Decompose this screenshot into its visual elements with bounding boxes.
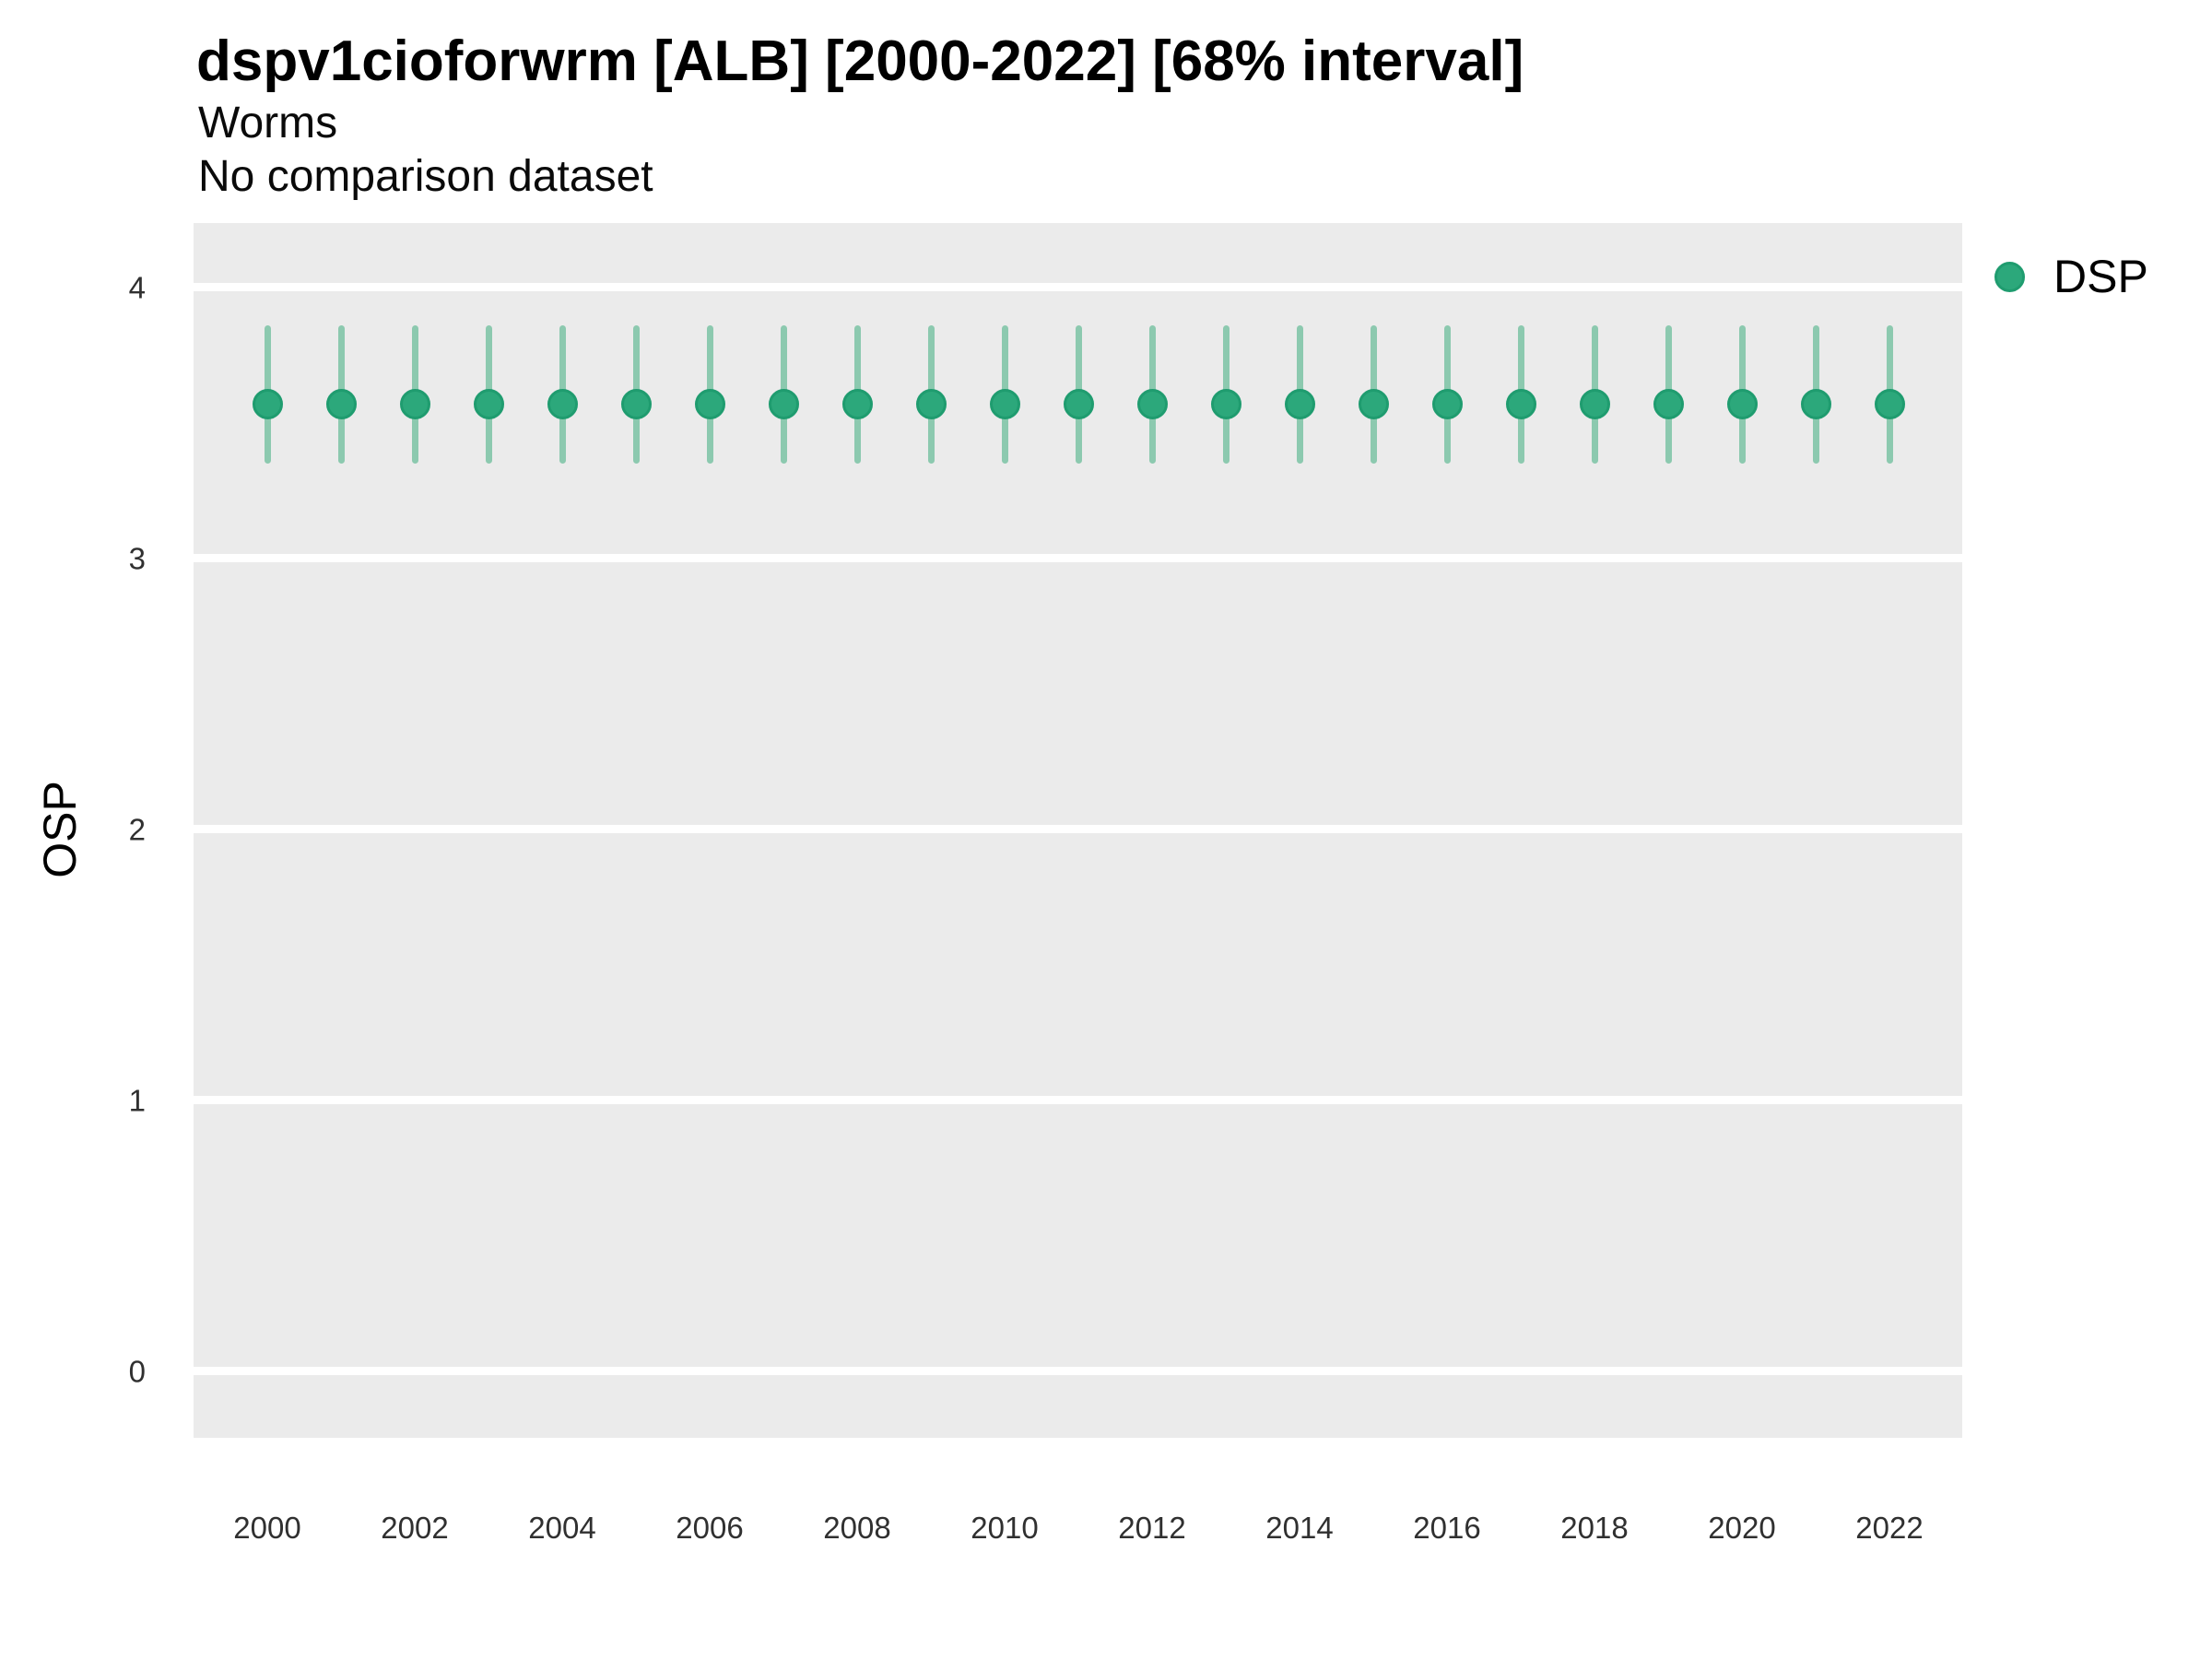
x-tick-label-2008: 2008 — [823, 1511, 891, 1545]
x-tick-label-2020: 2020 — [1708, 1511, 1776, 1545]
data-point-2020 — [1726, 388, 1758, 419]
data-point-2002 — [399, 388, 430, 419]
gridline-y-0 — [194, 1367, 1962, 1376]
x-tick-label-2016: 2016 — [1413, 1511, 1481, 1545]
data-point-2003 — [473, 388, 504, 419]
legend: DSP — [1994, 249, 2206, 304]
data-point-2014 — [1284, 388, 1315, 419]
data-point-2013 — [1210, 388, 1241, 419]
data-point-2015 — [1358, 388, 1389, 419]
x-tick-label-2006: 2006 — [676, 1511, 744, 1545]
legend-label: DSP — [2053, 251, 2148, 302]
chart-subtitle: Worms — [198, 99, 338, 147]
x-tick-label-2012: 2012 — [1118, 1511, 1186, 1545]
data-point-2005 — [620, 388, 652, 419]
y-tick-label-0: 0 — [128, 1354, 146, 1389]
x-tick-label-2022: 2022 — [1855, 1511, 1924, 1545]
x-tick-label-2004: 2004 — [528, 1511, 596, 1545]
data-point-2009 — [915, 388, 947, 419]
x-tick-label-2000: 2000 — [233, 1511, 301, 1545]
y-tick-label-3: 3 — [128, 541, 146, 576]
data-point-2011 — [1063, 388, 1094, 419]
chart-title: dspv1cioforwrm [ALB] [2000-2022] [68% in… — [196, 29, 1524, 93]
data-point-2006 — [694, 388, 725, 419]
data-point-2016 — [1431, 388, 1463, 419]
x-tick-label-2014: 2014 — [1265, 1511, 1334, 1545]
x-tick-label-2018: 2018 — [1560, 1511, 1629, 1545]
data-point-2021 — [1800, 388, 1831, 419]
gridline-y-2 — [194, 825, 1962, 834]
data-point-2012 — [1136, 388, 1168, 419]
data-point-2022 — [1874, 388, 1905, 419]
y-tick-label-1: 1 — [128, 1083, 146, 1118]
gridline-y-3 — [194, 554, 1962, 563]
data-point-2007 — [768, 388, 799, 419]
x-tick-label-2010: 2010 — [971, 1511, 1039, 1545]
data-point-2000 — [252, 388, 283, 419]
y-tick-label-2: 2 — [128, 812, 146, 847]
y-tick-label-4: 4 — [128, 270, 146, 305]
data-point-2001 — [325, 388, 357, 419]
legend-swatch-dsp-icon — [1994, 262, 2025, 292]
data-point-2019 — [1653, 388, 1684, 419]
gridline-y-1 — [194, 1096, 1962, 1105]
chart-note: No comparison dataset — [198, 152, 653, 201]
data-point-2010 — [989, 388, 1020, 419]
data-point-2008 — [841, 388, 873, 419]
gridline-y-4 — [194, 283, 1962, 292]
data-point-2004 — [547, 388, 578, 419]
data-point-2017 — [1505, 388, 1536, 419]
data-point-2018 — [1579, 388, 1610, 419]
plot-panel — [194, 223, 1962, 1438]
x-tick-label-2002: 2002 — [381, 1511, 449, 1545]
